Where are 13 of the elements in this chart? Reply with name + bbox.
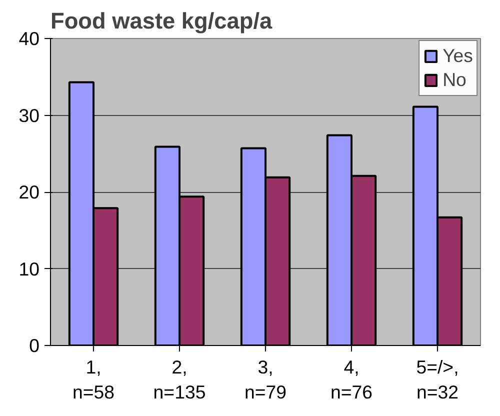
x-tick-label: 4, n=76 <box>330 356 373 403</box>
legend-label: Yes <box>442 45 473 67</box>
y-tick-label: 0 <box>29 335 40 356</box>
legend-label: No <box>442 69 466 91</box>
x-tick-label: 1, n=58 <box>72 356 115 403</box>
y-tick-label: 20 <box>18 182 40 202</box>
y-tick-label: 30 <box>18 104 40 126</box>
x-tick-label: 3, n=79 <box>244 356 287 403</box>
y-tick-label: 10 <box>18 258 40 280</box>
x-tick-label: 5=/>, n=32 <box>416 356 459 403</box>
x-tick-label: 2, n=135 <box>153 356 206 403</box>
chart-title: Food waste kg/cap/a <box>50 8 272 34</box>
y-tick-label: 40 <box>18 28 40 49</box>
